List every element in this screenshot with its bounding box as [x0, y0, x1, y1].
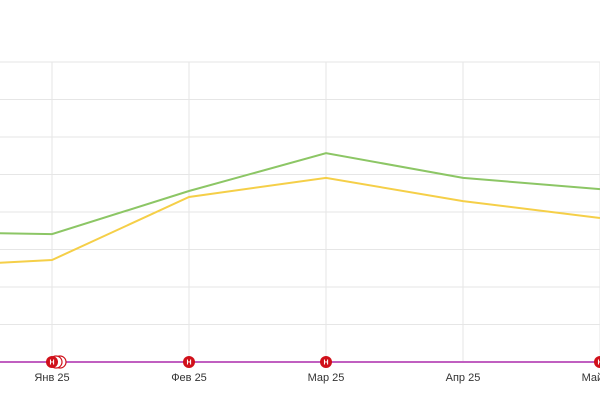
annotation-label: Н: [323, 359, 328, 366]
series-line: [0, 176, 600, 264]
annotation-marker: Н: [46, 355, 67, 369]
x-tick-label: Апр 25: [446, 372, 481, 384]
x-tick-label: Мар 25: [308, 372, 345, 384]
x-tick-label: Май 25: [582, 372, 600, 384]
annotation-label: Н: [49, 359, 54, 366]
annotation-label: Н: [597, 359, 600, 366]
annotation-marker: Н: [594, 356, 600, 368]
annotation-dot: [46, 356, 58, 368]
annotation-marker: Н: [320, 356, 332, 368]
annotation-dot: [320, 356, 332, 368]
x-tick-label: Фев 25: [171, 372, 207, 384]
annotation-dot: [183, 356, 195, 368]
annotation-marker: Н: [183, 356, 195, 368]
annotation-label: Н: [186, 359, 191, 366]
x-tick-label: Янв 25: [34, 372, 69, 384]
annotation-dot: [594, 356, 600, 368]
series-line: [0, 152, 600, 236]
